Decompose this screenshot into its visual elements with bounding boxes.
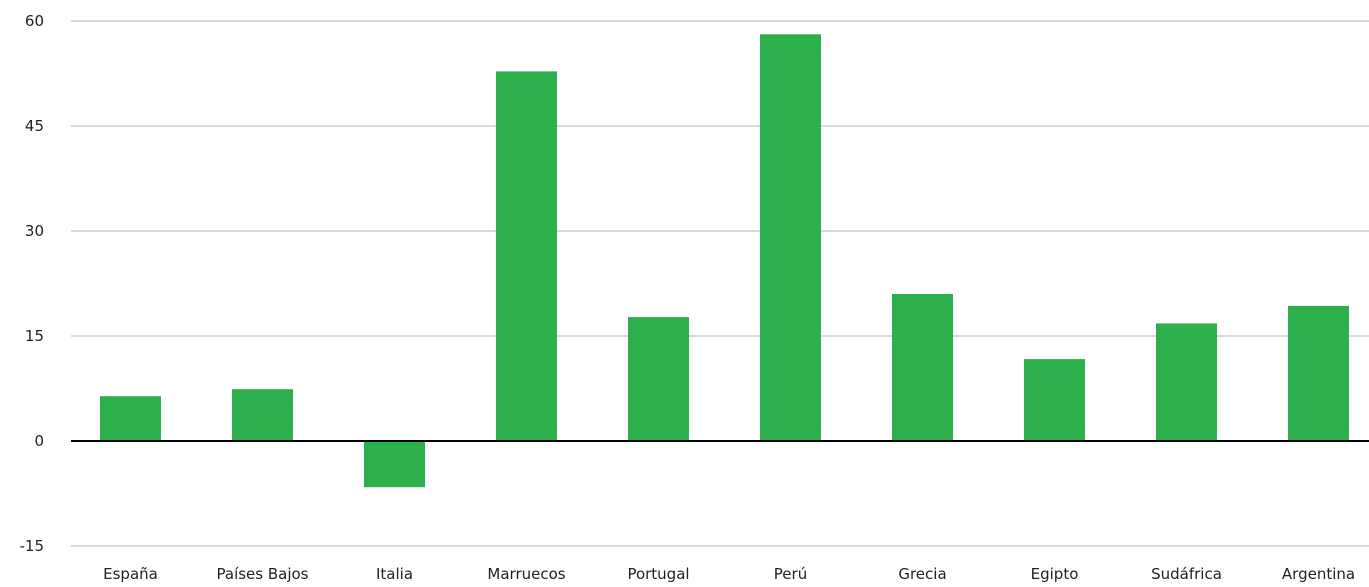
bar — [1156, 323, 1217, 441]
x-tick-label: Perú — [774, 565, 807, 583]
x-tick-label: Países Bajos — [217, 565, 309, 583]
bars — [100, 34, 1349, 488]
bar — [496, 71, 557, 442]
y-tick-label: 45 — [25, 117, 44, 135]
x-tick-label: Grecia — [898, 565, 946, 583]
x-tick-label: Argentina — [1282, 565, 1355, 583]
bar — [1288, 305, 1349, 441]
bar — [232, 389, 293, 441]
bar — [100, 396, 161, 441]
bar — [1024, 359, 1085, 441]
x-tick-label: Egipto — [1031, 565, 1079, 583]
bar — [760, 34, 821, 442]
y-tick-label: 30 — [25, 222, 44, 240]
y-tick-label: 60 — [25, 12, 44, 30]
x-tick-label: Portugal — [627, 565, 689, 583]
y-tick-label: 0 — [34, 432, 44, 450]
y-axis-tick-labels: -15 0 15 30 45 60 — [20, 12, 45, 555]
x-tick-label: Sudáfrica — [1151, 565, 1222, 583]
y-tick-label: -15 — [20, 537, 45, 555]
bar — [892, 294, 953, 441]
x-tick-label: Italia — [376, 565, 413, 583]
x-tick-label: España — [103, 565, 158, 583]
y-tick-label: 15 — [25, 327, 44, 345]
bar — [364, 441, 425, 488]
bar — [628, 317, 689, 441]
x-axis-tick-labels: España Países Bajos Italia Marruecos Portuga… — [103, 565, 1355, 583]
x-tick-label: Marruecos — [487, 565, 565, 583]
gridlines — [71, 20, 1369, 547]
